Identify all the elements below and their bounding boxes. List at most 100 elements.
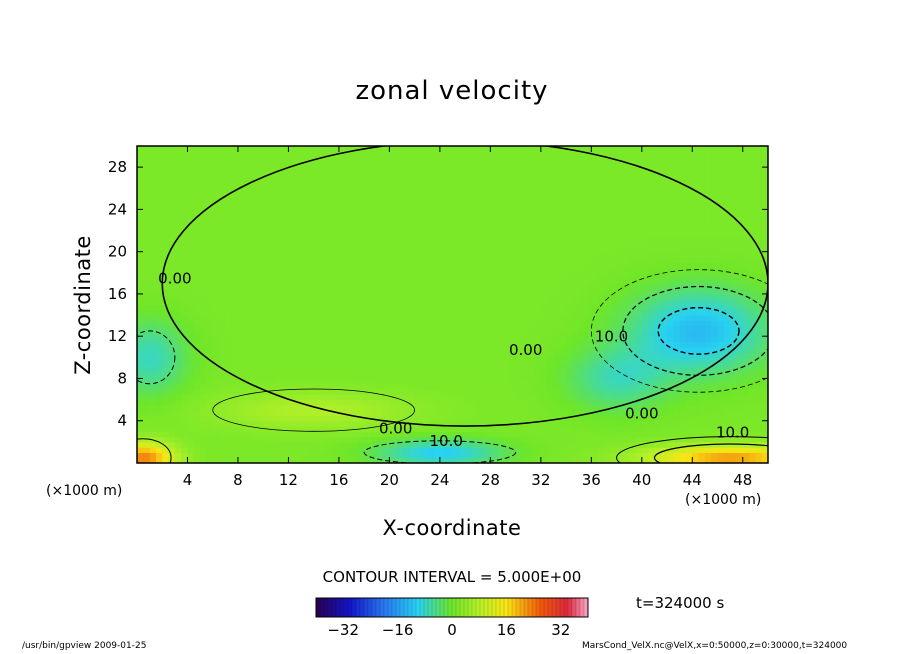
heatmap-cell xyxy=(540,457,548,463)
heatmap-cell xyxy=(338,182,346,189)
heatmap-cell xyxy=(338,225,346,232)
heatmap-cell xyxy=(212,341,220,348)
heatmap-cell xyxy=(654,367,662,374)
heatmap-cell xyxy=(149,241,157,247)
heatmap-cell xyxy=(294,151,302,158)
heatmap-cell xyxy=(338,167,346,174)
heatmap-cell xyxy=(187,299,195,306)
heatmap-cell xyxy=(477,219,485,226)
heatmap-cell xyxy=(648,357,656,364)
heatmap-cell xyxy=(231,235,239,242)
heatmap-cell xyxy=(484,367,491,374)
heatmap-cell xyxy=(654,235,662,242)
heatmap-cell xyxy=(629,309,637,316)
heatmap-cell xyxy=(143,256,151,263)
heatmap-cell xyxy=(402,352,409,358)
heatmap-cell xyxy=(313,225,321,232)
heatmap-cell xyxy=(648,293,656,300)
heatmap-cell xyxy=(288,151,296,158)
heatmap-cell xyxy=(603,394,611,401)
heatmap-cell xyxy=(610,336,618,343)
heatmap-cell xyxy=(155,151,163,158)
heatmap-cell xyxy=(326,167,334,174)
heatmap-cell xyxy=(591,299,599,306)
heatmap-cell xyxy=(616,256,624,263)
heatmap-cell xyxy=(389,367,397,374)
heatmap-cell xyxy=(553,320,561,327)
heatmap-cell xyxy=(654,209,662,216)
heatmap-cell xyxy=(231,209,239,216)
heatmap-cell xyxy=(610,299,618,306)
heatmap-cell xyxy=(477,251,485,258)
heatmap-cell xyxy=(319,209,327,216)
heatmap-cell xyxy=(471,177,479,184)
heatmap-cell xyxy=(502,204,510,210)
heatmap-cell xyxy=(540,251,548,258)
heatmap-cell xyxy=(446,399,454,406)
heatmap-cell xyxy=(521,315,529,321)
heatmap-cell xyxy=(137,172,144,179)
heatmap-cell xyxy=(502,346,510,353)
heatmap-cell xyxy=(521,362,529,369)
heatmap-cell xyxy=(376,431,384,438)
heatmap-cell xyxy=(547,320,555,327)
heatmap-cell xyxy=(452,436,460,443)
heatmap-cell xyxy=(244,167,252,174)
heatmap-cell xyxy=(597,420,605,427)
heatmap-cell xyxy=(200,373,208,380)
heatmap-cell xyxy=(269,447,277,454)
heatmap-cell xyxy=(566,225,573,232)
heatmap-cell xyxy=(648,230,656,237)
heatmap-cell xyxy=(181,309,189,316)
heatmap-cell xyxy=(351,156,359,163)
heatmap-cell xyxy=(540,272,548,279)
heatmap-cell xyxy=(414,299,422,306)
heatmap-cell xyxy=(635,188,643,195)
heatmap-cell xyxy=(578,278,586,284)
heatmap-cell xyxy=(155,188,163,195)
heatmap-cell xyxy=(408,278,416,284)
heatmap-cell xyxy=(408,283,416,290)
heatmap-cell xyxy=(414,309,422,316)
heatmap-cell xyxy=(395,304,403,311)
heatmap-cell xyxy=(219,399,226,406)
heatmap-cell xyxy=(307,267,315,274)
heatmap-cell xyxy=(452,299,460,306)
heatmap-cell xyxy=(389,309,397,316)
heatmap-cell xyxy=(490,415,498,422)
heatmap-cell xyxy=(502,309,510,316)
heatmap-cell xyxy=(566,378,573,385)
heatmap-cell xyxy=(603,426,611,432)
heatmap-cell xyxy=(446,146,454,152)
heatmap-cell xyxy=(256,193,264,200)
heatmap-cell xyxy=(395,156,403,163)
heatmap-cell xyxy=(332,404,340,411)
heatmap-cell xyxy=(294,283,302,290)
heatmap-cell xyxy=(301,167,308,174)
heatmap-cell xyxy=(408,182,416,189)
heatmap-cell xyxy=(521,156,529,163)
heatmap-cell xyxy=(307,436,315,443)
heatmap-cell xyxy=(446,315,454,321)
heatmap-cell xyxy=(616,288,624,295)
heatmap-cell xyxy=(465,436,473,443)
heatmap-cell xyxy=(515,346,523,353)
heatmap-cell xyxy=(162,457,170,463)
heatmap-cell xyxy=(528,188,536,195)
heatmap-cell xyxy=(225,278,233,284)
heatmap-cell xyxy=(155,410,163,417)
heatmap-cell xyxy=(269,193,277,200)
heatmap-cell xyxy=(502,177,510,184)
heatmap-cell xyxy=(471,373,479,380)
heatmap-cell xyxy=(383,256,390,263)
heatmap-cell xyxy=(212,283,220,290)
heatmap-cell xyxy=(477,426,485,432)
heatmap-cell xyxy=(477,441,485,448)
heatmap-cell xyxy=(622,426,630,432)
heatmap-cell xyxy=(635,283,643,290)
heatmap-cell xyxy=(534,404,542,411)
heatmap-cell xyxy=(648,182,656,189)
heatmap-cell xyxy=(174,457,182,463)
heatmap-cell xyxy=(143,188,151,195)
heatmap-cell xyxy=(193,230,201,237)
